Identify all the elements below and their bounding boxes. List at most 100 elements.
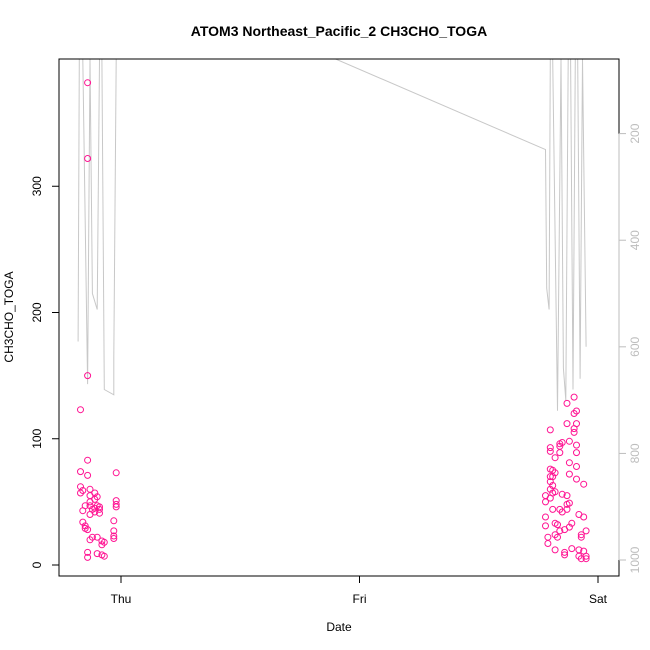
data-point: [110, 527, 118, 535]
data-point: [554, 521, 561, 529]
data-point: [563, 399, 571, 407]
y-tick-label: 300: [30, 176, 44, 196]
data-point: [568, 545, 576, 553]
data-point: [563, 505, 571, 513]
data-point: [96, 509, 103, 517]
data-point: [565, 499, 573, 507]
data-point: [570, 428, 578, 436]
data-point: [568, 519, 576, 527]
data-point: [556, 527, 564, 535]
data-point: [84, 548, 92, 556]
data-point: [84, 456, 92, 464]
right-y-tick-label: 400: [628, 230, 642, 250]
data-point: [546, 447, 554, 455]
data-point: [81, 522, 89, 530]
right-y-axis: 200 400 600 800 1000: [618, 123, 642, 573]
x-tick-label: Thu: [111, 592, 132, 606]
data-point: [110, 532, 118, 540]
x-tick-label: Fri: [353, 592, 367, 606]
data-point: [542, 513, 549, 521]
data-point: [551, 469, 559, 477]
right-y-tick-label: 1000: [628, 546, 642, 573]
data-point: [573, 475, 580, 483]
data-point: [112, 469, 120, 477]
data-point: [88, 533, 96, 541]
data-point: [546, 473, 554, 481]
data-point: [573, 463, 580, 470]
data-point: [96, 505, 103, 513]
data-point: [561, 548, 569, 556]
data-point: [580, 513, 588, 521]
data-point: [93, 493, 101, 501]
data-point: [84, 155, 92, 162]
data-point: [565, 437, 573, 445]
data-point: [84, 526, 92, 534]
data-point: [549, 505, 557, 513]
data-point: [110, 517, 118, 525]
data-point: [577, 531, 585, 539]
x-axis-label: Date: [326, 620, 352, 634]
right-y-tick-label: 200: [628, 123, 642, 143]
data-point: [100, 538, 108, 546]
data-point: [544, 540, 552, 547]
data-point: [542, 522, 549, 530]
y-axis-label: CH3CHO_TOGA: [2, 271, 16, 362]
data-point: [570, 393, 578, 401]
data-point: [577, 533, 585, 541]
right-y-tick-label: 600: [628, 336, 642, 356]
data-point: [582, 555, 590, 563]
data-point: [580, 480, 588, 488]
y-tick-label: 0: [30, 561, 44, 568]
data-point: [84, 553, 92, 561]
data-point: [573, 420, 580, 428]
right-y-tick-label: 800: [628, 443, 642, 463]
data-point: [554, 533, 561, 541]
chart-title: ATOM3 Northeast_Pacific_2 CH3CHO_TOGA: [191, 23, 487, 39]
data-point: [563, 492, 571, 500]
data-point: [549, 473, 557, 481]
data-point: [93, 533, 101, 541]
y-tick-label: 200: [30, 302, 44, 322]
data-point: [112, 503, 120, 511]
data-point: [110, 535, 118, 542]
data-point: [79, 518, 87, 526]
plot-area: [58, 58, 620, 577]
plot-frame: [58, 58, 620, 577]
data-point: [551, 454, 559, 462]
altitude-line: [77, 59, 587, 411]
data-point: [84, 372, 92, 380]
data-point: [558, 490, 566, 498]
x-axis: Thu Fri Sat: [111, 575, 608, 606]
data-point: [84, 471, 92, 479]
data-point: [77, 468, 84, 476]
data-point: [112, 500, 120, 508]
data-point: [582, 552, 590, 560]
data-points: [77, 79, 590, 563]
data-point: [573, 407, 580, 415]
data-point: [556, 449, 564, 457]
data-point: [549, 482, 557, 489]
data-point: [84, 79, 92, 87]
data-point: [565, 459, 573, 467]
y-axis: 0 100 200 300: [30, 176, 60, 568]
data-point: [81, 502, 89, 510]
x-tick-label: Sat: [589, 592, 608, 606]
data-point: [561, 551, 569, 559]
data-point: [558, 439, 566, 446]
data-point: [565, 470, 573, 478]
data-point: [93, 550, 101, 558]
data-point: [582, 527, 590, 535]
data-point: [573, 449, 580, 457]
data-point: [551, 546, 559, 554]
data-point: [100, 552, 108, 560]
data-point: [546, 444, 554, 452]
data-point: [546, 426, 554, 434]
data-point: [79, 487, 87, 494]
y-tick-label: 100: [30, 428, 44, 448]
data-point: [573, 441, 580, 449]
data-point: [563, 420, 571, 428]
data-point: [551, 488, 559, 496]
data-point: [542, 498, 549, 506]
data-point: [77, 406, 84, 414]
